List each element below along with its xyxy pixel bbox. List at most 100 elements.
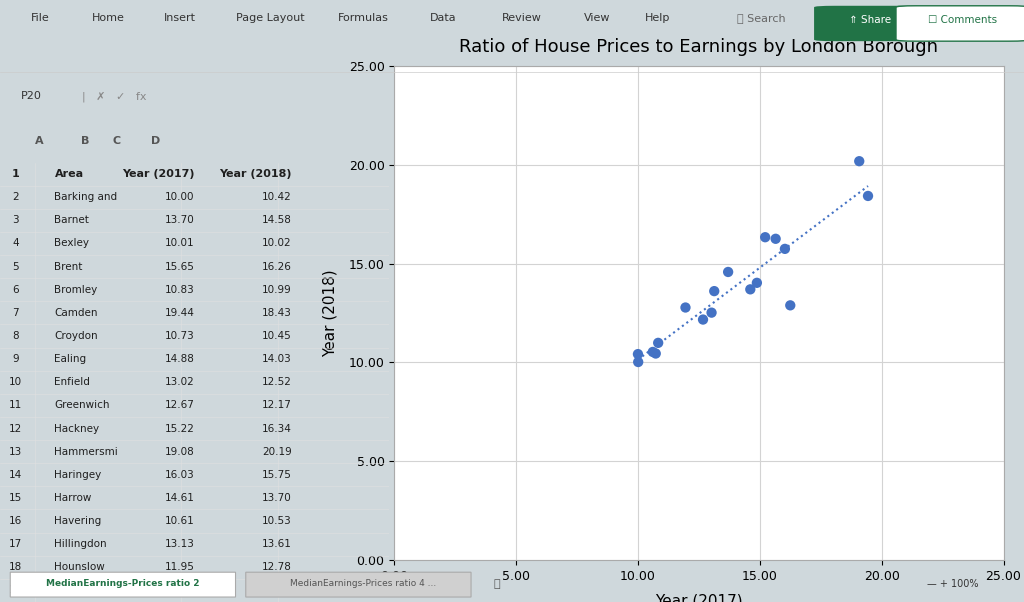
Text: 12.52: 12.52 bbox=[262, 377, 292, 387]
Text: Year (2017): Year (2017) bbox=[122, 169, 195, 179]
Text: 17: 17 bbox=[9, 539, 23, 549]
Point bbox=[630, 357, 646, 367]
Text: Home: Home bbox=[92, 13, 125, 23]
Text: 10.99: 10.99 bbox=[262, 285, 292, 295]
Point bbox=[851, 157, 867, 166]
Text: Brent: Brent bbox=[54, 262, 83, 272]
Text: — + 100%: — + 100% bbox=[927, 579, 978, 589]
Text: 2: 2 bbox=[12, 192, 18, 202]
Text: 🔍 Search: 🔍 Search bbox=[737, 13, 785, 23]
FancyBboxPatch shape bbox=[896, 6, 1024, 41]
Text: 10.02: 10.02 bbox=[262, 238, 292, 249]
Text: C: C bbox=[113, 137, 121, 146]
Text: Bexley: Bexley bbox=[54, 238, 89, 249]
Text: 20.19: 20.19 bbox=[262, 447, 292, 457]
Text: 15.22: 15.22 bbox=[165, 424, 195, 433]
Text: Haringey: Haringey bbox=[54, 470, 101, 480]
Text: 11: 11 bbox=[9, 400, 23, 411]
Text: MedianEarnings-Prices ratio 2: MedianEarnings-Prices ratio 2 bbox=[46, 579, 200, 588]
Text: 11.95: 11.95 bbox=[165, 562, 195, 573]
Text: 18.43: 18.43 bbox=[262, 308, 292, 318]
Text: 3: 3 bbox=[12, 216, 18, 225]
Text: 14.61: 14.61 bbox=[165, 493, 195, 503]
Point bbox=[782, 300, 799, 310]
Text: ☐ Comments: ☐ Comments bbox=[928, 14, 997, 25]
Text: B: B bbox=[82, 137, 90, 146]
Text: 16.26: 16.26 bbox=[262, 262, 292, 272]
Point bbox=[647, 349, 664, 358]
Text: Hammersmi: Hammersmi bbox=[54, 447, 118, 457]
Text: P20: P20 bbox=[20, 92, 41, 101]
Text: 13.70: 13.70 bbox=[165, 216, 195, 225]
Text: D: D bbox=[151, 137, 161, 146]
Text: 13.61: 13.61 bbox=[262, 539, 292, 549]
Text: 14: 14 bbox=[9, 470, 23, 480]
Text: 8: 8 bbox=[12, 331, 18, 341]
Point bbox=[650, 338, 667, 348]
Text: Data: Data bbox=[430, 13, 457, 23]
Text: Ealing: Ealing bbox=[54, 354, 87, 364]
Text: 15.75: 15.75 bbox=[262, 470, 292, 480]
Text: 10.53: 10.53 bbox=[262, 516, 292, 526]
Text: 12: 12 bbox=[9, 424, 23, 433]
Text: ➕: ➕ bbox=[494, 579, 500, 589]
Text: ⇑ Share: ⇑ Share bbox=[849, 14, 892, 25]
Text: 10.61: 10.61 bbox=[165, 516, 195, 526]
Text: Help: Help bbox=[645, 13, 671, 23]
Text: Havering: Havering bbox=[54, 516, 101, 526]
Text: |   ✗   ✓   fx: | ✗ ✓ fx bbox=[82, 91, 146, 102]
FancyBboxPatch shape bbox=[10, 572, 236, 597]
Text: 7: 7 bbox=[12, 308, 18, 318]
Text: Enfield: Enfield bbox=[54, 377, 90, 387]
FancyBboxPatch shape bbox=[814, 6, 927, 41]
Text: 15.65: 15.65 bbox=[165, 262, 195, 272]
Text: File: File bbox=[31, 13, 49, 23]
Text: 10.00: 10.00 bbox=[165, 192, 195, 202]
Text: Hackney: Hackney bbox=[54, 424, 99, 433]
Text: 12.78: 12.78 bbox=[262, 562, 292, 573]
Text: 19: 19 bbox=[9, 585, 23, 595]
Point bbox=[767, 234, 783, 244]
Text: Camden: Camden bbox=[54, 308, 98, 318]
Text: Hounslow: Hounslow bbox=[54, 562, 105, 573]
Text: View: View bbox=[584, 13, 610, 23]
Point bbox=[777, 244, 794, 253]
Text: 6: 6 bbox=[12, 285, 18, 295]
Text: 10.01: 10.01 bbox=[165, 238, 195, 249]
Text: Harrow: Harrow bbox=[54, 493, 92, 503]
Text: 10.73: 10.73 bbox=[165, 331, 195, 341]
Text: 5: 5 bbox=[12, 262, 18, 272]
Point bbox=[677, 303, 693, 312]
Text: Hillingdon: Hillingdon bbox=[54, 539, 108, 549]
Text: 12.89: 12.89 bbox=[262, 585, 292, 595]
Text: MedianEarnings-Prices ratio 4 ...: MedianEarnings-Prices ratio 4 ... bbox=[291, 579, 436, 588]
Text: 14.58: 14.58 bbox=[262, 216, 292, 225]
Point bbox=[706, 287, 722, 296]
X-axis label: Year (2017): Year (2017) bbox=[655, 594, 742, 602]
Text: Greenwich: Greenwich bbox=[54, 400, 110, 411]
Point bbox=[749, 278, 765, 288]
Text: Year (2018): Year (2018) bbox=[219, 169, 292, 179]
Text: Page Layout: Page Layout bbox=[236, 13, 304, 23]
Text: 14.03: 14.03 bbox=[262, 354, 292, 364]
Text: 13.13: 13.13 bbox=[165, 539, 195, 549]
Text: 12.67: 12.67 bbox=[165, 400, 195, 411]
Text: Bromley: Bromley bbox=[54, 285, 97, 295]
Point bbox=[742, 285, 759, 294]
Text: Formulas: Formulas bbox=[338, 13, 389, 23]
Point bbox=[860, 191, 877, 200]
Text: 15: 15 bbox=[9, 493, 23, 503]
Text: 4: 4 bbox=[12, 238, 18, 249]
Text: Insert: Insert bbox=[164, 13, 196, 23]
Point bbox=[645, 347, 662, 357]
Text: A: A bbox=[35, 137, 43, 146]
Title: Ratio of House Prices to Earnings by London Borough: Ratio of House Prices to Earnings by Lon… bbox=[460, 39, 938, 57]
Text: 13.02: 13.02 bbox=[165, 377, 195, 387]
Text: 10.45: 10.45 bbox=[262, 331, 292, 341]
Point bbox=[720, 267, 736, 277]
Text: 13: 13 bbox=[9, 447, 23, 457]
Text: Islington: Islington bbox=[54, 585, 99, 595]
Text: 19.44: 19.44 bbox=[165, 308, 195, 318]
Text: Barnet: Barnet bbox=[54, 216, 89, 225]
Text: Review: Review bbox=[502, 13, 542, 23]
